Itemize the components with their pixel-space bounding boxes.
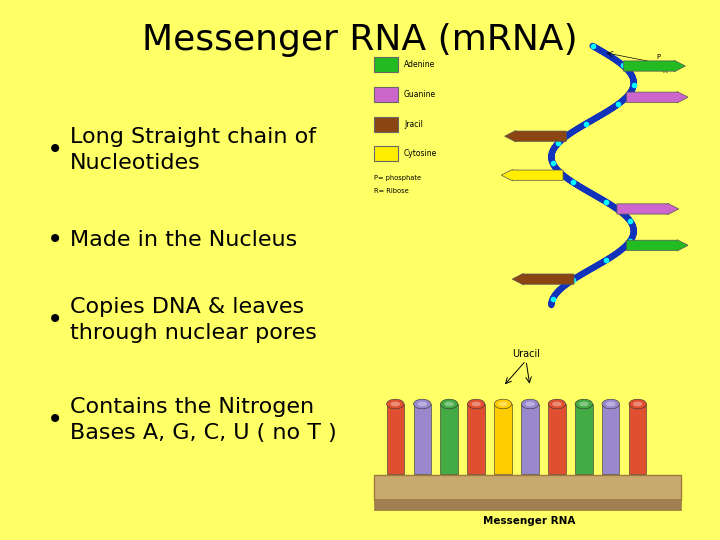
FancyBboxPatch shape [374, 475, 681, 500]
Ellipse shape [548, 399, 566, 409]
FancyBboxPatch shape [374, 117, 397, 132]
Ellipse shape [525, 402, 535, 407]
Ellipse shape [552, 402, 562, 407]
FancyBboxPatch shape [495, 404, 512, 474]
Text: R: R [662, 68, 667, 74]
Ellipse shape [521, 399, 539, 409]
FancyArrow shape [512, 273, 574, 285]
Ellipse shape [413, 399, 431, 409]
Ellipse shape [606, 402, 616, 407]
FancyArrow shape [501, 170, 563, 181]
Text: Made in the Nucleus: Made in the Nucleus [70, 230, 297, 250]
FancyArrow shape [624, 60, 685, 72]
Text: Uracil: Uracil [512, 349, 540, 359]
Text: •: • [47, 406, 63, 434]
Ellipse shape [629, 399, 647, 409]
FancyBboxPatch shape [467, 404, 485, 474]
Text: Guanine: Guanine [404, 90, 436, 99]
Text: •: • [47, 226, 63, 254]
Ellipse shape [498, 402, 508, 407]
Ellipse shape [575, 399, 593, 409]
Ellipse shape [418, 402, 427, 407]
Ellipse shape [602, 399, 619, 409]
Text: Cytosine: Cytosine [404, 150, 437, 158]
Text: Messenger RNA: Messenger RNA [483, 516, 575, 526]
FancyBboxPatch shape [575, 404, 593, 474]
Text: Messenger RNA (mRNA): Messenger RNA (mRNA) [142, 23, 578, 57]
FancyBboxPatch shape [374, 87, 397, 102]
FancyBboxPatch shape [521, 404, 539, 474]
Ellipse shape [444, 402, 454, 407]
Text: P: P [656, 55, 660, 60]
FancyArrow shape [505, 131, 567, 142]
FancyBboxPatch shape [387, 404, 404, 474]
Ellipse shape [387, 399, 404, 409]
FancyArrow shape [617, 203, 679, 214]
Ellipse shape [633, 402, 642, 407]
FancyBboxPatch shape [374, 499, 681, 510]
FancyArrow shape [626, 240, 688, 251]
Text: •: • [47, 136, 63, 164]
Text: Long Straight chain of
Nucleotides: Long Straight chain of Nucleotides [70, 127, 316, 173]
Ellipse shape [495, 399, 512, 409]
Ellipse shape [390, 402, 400, 407]
FancyBboxPatch shape [374, 57, 397, 72]
Text: Contains the Nitrogen
Bases A, G, C, U ( no T ): Contains the Nitrogen Bases A, G, C, U (… [70, 397, 337, 443]
Ellipse shape [472, 402, 481, 407]
Text: •: • [47, 306, 63, 334]
Ellipse shape [441, 399, 458, 409]
Text: Copies DNA & leaves
through nuclear pores: Copies DNA & leaves through nuclear pore… [70, 297, 317, 343]
FancyBboxPatch shape [441, 404, 458, 474]
Text: P= phosphate: P= phosphate [374, 174, 421, 180]
FancyBboxPatch shape [413, 404, 431, 474]
Text: R= Ribose: R= Ribose [374, 188, 409, 194]
Ellipse shape [579, 402, 589, 407]
FancyBboxPatch shape [374, 146, 397, 161]
Text: Adenine: Adenine [404, 60, 436, 69]
Text: Jracil: Jracil [404, 120, 423, 129]
FancyBboxPatch shape [629, 404, 647, 474]
FancyArrow shape [626, 92, 688, 103]
FancyBboxPatch shape [548, 404, 566, 474]
Ellipse shape [467, 399, 485, 409]
FancyBboxPatch shape [602, 404, 619, 474]
